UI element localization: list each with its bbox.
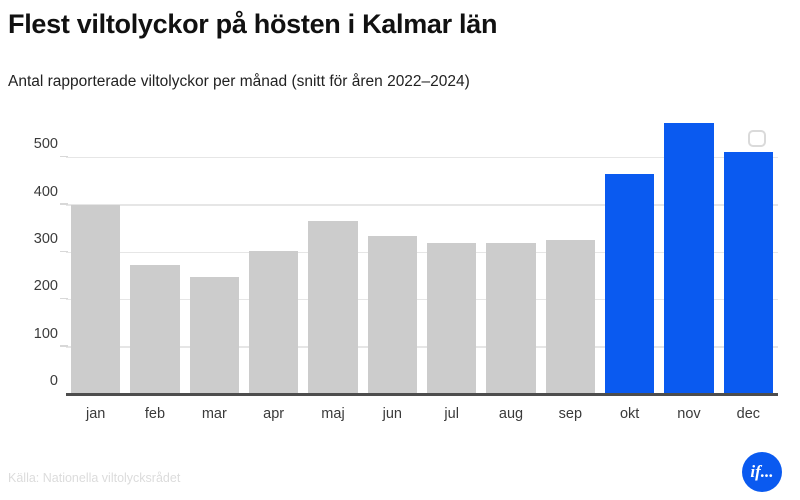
gridline	[66, 298, 778, 301]
x-axis-tick-label-jul: jul	[444, 406, 459, 422]
bar-okt[interactable]	[605, 173, 655, 394]
y-axis-tick-mark	[60, 345, 68, 347]
y-axis: 0 100 200 300 400 500	[0, 110, 68, 395]
bar-nov[interactable]	[664, 123, 714, 394]
y-axis-tick-mark	[60, 250, 68, 252]
bar-jun[interactable]	[367, 235, 417, 394]
bar-dec[interactable]	[723, 151, 773, 394]
y-axis-tick-label: 300	[33, 231, 58, 247]
x-axis-tick-label-mar: mar	[201, 406, 227, 422]
x-axis-tick-label-feb: feb	[144, 406, 166, 422]
bar-maj[interactable]	[308, 220, 358, 394]
x-axis-tick-label-maj: maj	[321, 406, 345, 422]
x-axis-tick-label-apr: apr	[263, 406, 285, 422]
x-axis-tick-label-jun: jun	[382, 406, 402, 422]
page-title: Flest viltolyckor på hösten i Kalmar län	[8, 9, 498, 39]
gridline	[66, 204, 778, 206]
brand-logo: if...	[742, 452, 782, 492]
x-axis: jan feb mar apr maj jun jul aug sep okt nov dec	[66, 404, 778, 430]
gridline	[66, 156, 778, 159]
x-axis-tick-label-okt: okt	[619, 406, 640, 422]
bar-jul[interactable]	[427, 243, 477, 394]
footer-divider	[0, 444, 800, 445]
bar-feb[interactable]	[130, 265, 180, 394]
bar-sep[interactable]	[545, 239, 595, 394]
gridline	[66, 251, 778, 253]
y-axis-tick-label: 500	[33, 136, 58, 153]
x-axis-tick-label-aug: aug	[498, 406, 524, 422]
bar-apr[interactable]	[249, 250, 299, 394]
bar-jan[interactable]	[71, 204, 121, 394]
x-axis-tick-label-dec: dec	[736, 406, 761, 422]
y-axis-tick-mark	[60, 203, 68, 205]
gridlines	[66, 110, 778, 395]
bars-layer	[66, 110, 778, 394]
y-axis-tick-mark	[60, 155, 68, 158]
source-note: Källa: Nationella viltolycksrådet	[8, 471, 181, 485]
y-axis-tick-label: 200	[33, 278, 58, 295]
gridline	[66, 346, 778, 348]
brand-logo-text: if...	[750, 462, 774, 481]
y-axis-tick-label: 400	[33, 183, 58, 200]
bar-aug[interactable]	[486, 243, 536, 394]
x-axis-tick-label-nov: nov	[677, 406, 701, 422]
x-axis-tick-label-jan: jan	[85, 406, 106, 422]
y-axis-tick-mark	[60, 297, 68, 300]
x-axis-tick-label-sep: sep	[558, 406, 583, 422]
plot-area	[66, 110, 778, 395]
bar-mar[interactable]	[189, 276, 239, 394]
y-axis-tick-label: 100	[33, 325, 58, 342]
y-axis-tick-label: 0	[49, 373, 58, 389]
chart-subtitle: Antal rapporterade viltolyckor per månad…	[8, 73, 470, 90]
rounded-square-icon	[748, 130, 766, 147]
axis-baseline	[66, 393, 778, 396]
